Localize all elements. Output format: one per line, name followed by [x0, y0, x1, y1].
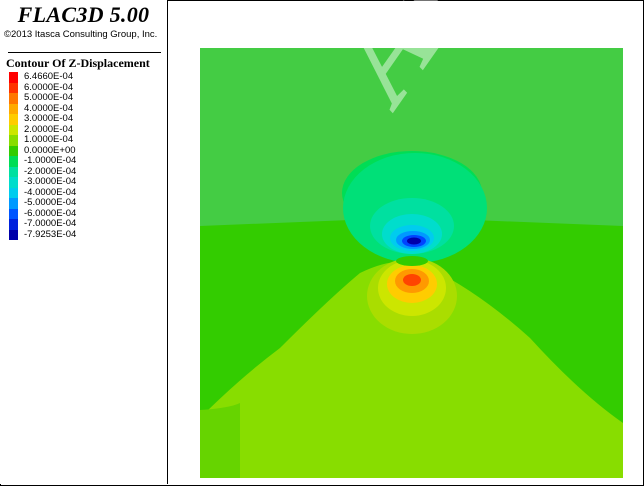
legend-value: -6.0000E-04	[24, 207, 77, 219]
legend-row: -6.0000E-04	[9, 207, 77, 219]
legend-swatch	[9, 145, 18, 156]
legend-value: -1.0000E-04	[24, 155, 77, 166]
legend-value: -2.0000E-04	[24, 165, 77, 177]
legend-swatch	[9, 198, 18, 209]
legend-row: 4.0000E-04	[9, 102, 76, 114]
legend-row: -7.0000E-04	[9, 218, 77, 230]
contour-band-min	[407, 237, 421, 245]
legend-value: 6.4660E-04	[24, 71, 74, 82]
legend-value: 0.0000E+00	[24, 144, 76, 156]
legend-row: -4.0000E-04	[9, 186, 77, 198]
legend-swatch	[9, 187, 18, 198]
legend-value: -7.9253E-04	[24, 228, 77, 240]
legend-row: -7.9253E-04	[9, 228, 77, 240]
contour-band-positive-1	[200, 261, 623, 478]
legend-value: -3.0000E-04	[24, 176, 77, 187]
copyright-text: ©2013 Itasca Consulting Group, Inc.	[4, 29, 158, 40]
contour-band-left-edge	[200, 403, 240, 478]
legend-row: 0.0000E+00	[9, 144, 76, 156]
contour-band-max	[403, 274, 421, 286]
legend-row: 6.0000E-04	[9, 81, 76, 93]
legend-value: -7.0000E-04	[24, 218, 77, 229]
legend-swatch	[9, 103, 18, 114]
legend-row: -5.0000E-04	[9, 197, 77, 209]
legend-row: -3.0000E-04	[9, 176, 77, 188]
legend-swatch	[9, 156, 18, 167]
legend-value: 6.0000E-04	[24, 81, 74, 93]
contour-band-neck	[396, 256, 428, 266]
legend-value: -4.0000E-04	[24, 186, 77, 198]
legend-swatch	[9, 82, 18, 93]
legend-swatch	[9, 114, 18, 125]
legend-value: 1.0000E-04	[24, 134, 74, 145]
legend-swatch	[9, 93, 18, 104]
contour-plot[interactable]	[200, 48, 623, 478]
legend-swatch	[9, 124, 18, 135]
app-title: FLAC3D 5.00	[17, 2, 150, 27]
legend-row: -2.0000E-04	[9, 165, 77, 177]
legend-swatch	[9, 219, 18, 230]
legend-value: 4.0000E-04	[24, 102, 74, 114]
legend-value: 2.0000E-04	[24, 123, 74, 135]
legend-value: 3.0000E-04	[24, 113, 74, 124]
legend-list: 6.4660E-04 6.0000E-04 5.0000E-04 4.0000E-04…	[9, 71, 77, 240]
legend-swatch	[9, 135, 18, 146]
legend-swatch	[9, 166, 18, 177]
legend-row: 1.0000E-04	[9, 134, 76, 146]
legend-swatch	[9, 208, 18, 219]
contour-plot-svg	[200, 48, 623, 478]
legend-title: Contour Of Z-Displacement	[6, 56, 150, 70]
legend-panel: FLAC3D 5.00 ©2013 Itasca Consulting Grou…	[0, 0, 168, 484]
legend-row: 5.0000E-04	[9, 92, 76, 104]
legend-row: 2.0000E-04	[9, 123, 76, 135]
legend-row: 6.4660E-04	[9, 71, 76, 83]
legend-swatch	[9, 177, 18, 188]
legend-swatch	[9, 229, 18, 240]
legend-row: -1.0000E-04	[9, 155, 77, 167]
legend-swatch	[9, 72, 18, 83]
legend-value: -5.0000E-04	[24, 197, 77, 208]
title-divider	[8, 52, 161, 53]
legend-row: 3.0000E-04	[9, 113, 76, 125]
legend-value: 5.0000E-04	[24, 92, 74, 103]
